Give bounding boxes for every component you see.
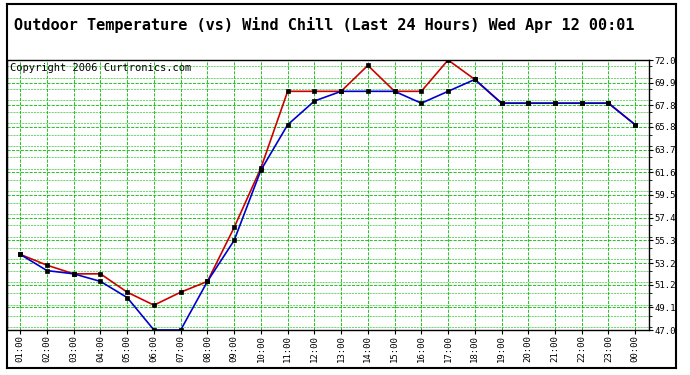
Text: Copyright 2006 Curtronics.com: Copyright 2006 Curtronics.com	[10, 63, 191, 73]
Text: Outdoor Temperature (vs) Wind Chill (Last 24 Hours) Wed Apr 12 00:01: Outdoor Temperature (vs) Wind Chill (Las…	[14, 17, 635, 33]
